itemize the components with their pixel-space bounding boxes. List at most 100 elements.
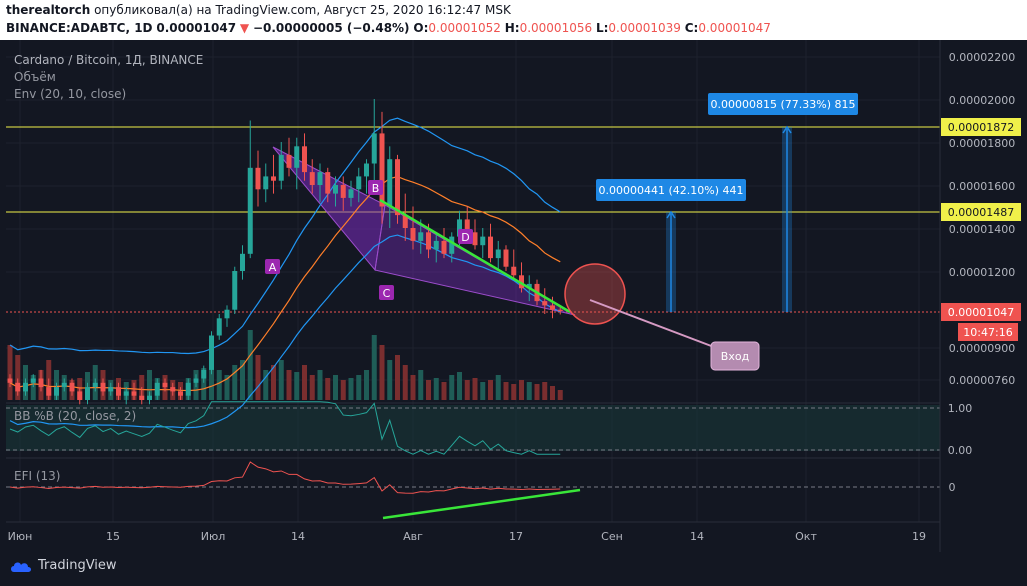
candle-body (302, 146, 307, 173)
efi-legend[interactable]: EFI (13) (14, 469, 61, 483)
envelope-legend[interactable]: Env (20, 10, close) (14, 87, 127, 101)
candle-body (371, 133, 377, 164)
time-axis[interactable]: Июн 15 Июл 14 Авг 17 Сен 14 Окт 19 (8, 530, 926, 543)
candle-body (418, 232, 424, 241)
candle-body (23, 382, 28, 392)
volume-bar (7, 345, 13, 400)
volume-bar (488, 380, 493, 400)
candle-body (216, 318, 222, 336)
pair-legend[interactable]: Cardano / Bitcoin, 1Д, BINANCE (14, 53, 204, 67)
candle-body (426, 232, 431, 250)
efi-divergence-line[interactable] (382, 488, 581, 520)
candle-body (325, 172, 331, 194)
bb-axis: 1.00 0.00 (948, 402, 973, 457)
volume-bar (255, 355, 261, 400)
countdown-tag-text: 10:47:16 (963, 326, 1012, 339)
candle-body (232, 271, 238, 310)
candle-body (108, 387, 114, 392)
candle-body (364, 163, 369, 177)
candle-body (542, 301, 548, 306)
candle-body (15, 382, 21, 392)
candle-body (387, 159, 393, 207)
entry-callout-text: Вход (721, 350, 750, 363)
candle-body (457, 219, 462, 237)
candle-body (294, 146, 300, 168)
point-label-a-text: A (269, 261, 277, 274)
volume-bar (410, 375, 416, 400)
candle-body (92, 382, 98, 388)
low-value: 0.00001039 (608, 21, 681, 35)
price-tick-label: 0.00002000 (949, 94, 1015, 107)
price-tick-label: 0.00002200 (949, 51, 1015, 64)
candle-body (69, 382, 75, 392)
point-label-a[interactable] (265, 259, 280, 274)
candle-body (185, 382, 191, 396)
candle-body (201, 369, 207, 379)
volume-bar (395, 355, 400, 400)
candle-body (255, 167, 261, 190)
price-tick-label: 0.00001400 (949, 223, 1015, 236)
bb-tick-label: 1.00 (948, 402, 973, 415)
candle-body (46, 387, 52, 396)
publish-header: therealtorch опубликовал(а) на TradingVi… (0, 0, 1027, 40)
trendline-descending[interactable] (379, 198, 571, 314)
price-tick-label: 0.00001800 (949, 137, 1015, 150)
candle-body (333, 185, 338, 194)
volume-legend[interactable]: Объём (14, 70, 56, 84)
volume-bar (232, 365, 238, 400)
volume-bar (526, 382, 532, 400)
level-high-tag (941, 118, 1021, 136)
candle-body (480, 236, 486, 246)
candle-body (395, 159, 400, 216)
candle-body (224, 309, 230, 319)
time-tick-label: 19 (912, 530, 926, 543)
candle-body (449, 236, 455, 254)
candle-body (511, 266, 517, 276)
volume-bar (209, 360, 214, 400)
volume-bar (325, 378, 331, 400)
last-price: 0.00001047 (156, 21, 237, 35)
entry-zone-circle[interactable] (564, 263, 626, 325)
volume-bar (441, 382, 447, 400)
volume-bar (294, 372, 300, 400)
volume-bar (472, 378, 478, 400)
envelope-lower (9, 234, 561, 429)
level-high-tag-text: 0.00001872 (948, 121, 1014, 134)
candle-body (410, 228, 416, 241)
candle-body (123, 391, 129, 396)
price-axis[interactable]: 0.00002200 0.00002000 0.00001800 0.00001600… (949, 51, 1015, 387)
point-label-b[interactable] (368, 180, 383, 195)
point-label-c[interactable] (379, 285, 394, 300)
envelope-upper (9, 117, 561, 355)
bb-band-fill (6, 405, 940, 451)
volume-bar (30, 375, 36, 400)
time-tick-label: Сен (601, 530, 623, 543)
measure-label-1[interactable] (596, 179, 746, 201)
volume-bar (480, 382, 486, 400)
time-tick-label: 14 (690, 530, 704, 543)
price-tag-text: 0.00001047 (948, 306, 1014, 319)
bb-legend[interactable]: BB %B (20, close, 2) (14, 409, 137, 423)
arrow-up-icon (666, 210, 676, 219)
price-change: −0.00000005 (−0.48%) (252, 21, 410, 35)
candle-body (54, 387, 59, 396)
measure-label-2[interactable] (708, 93, 858, 115)
candle-body (519, 275, 524, 289)
volume-bar (240, 360, 245, 400)
candle-body (379, 133, 385, 207)
bb-tick-label: 0.00 (948, 444, 973, 457)
candle-body (240, 253, 245, 272)
candle-body (154, 382, 160, 396)
candle-body (271, 176, 276, 181)
candle-body (178, 391, 183, 396)
price-tick-label: 0.00001600 (949, 180, 1015, 193)
candle-body (131, 391, 137, 396)
candle-body (278, 154, 284, 181)
candle-body (550, 305, 555, 310)
close-value: 0.00001047 (698, 21, 771, 35)
point-label-d[interactable] (458, 229, 473, 244)
author-name[interactable]: therealtorch (6, 3, 91, 17)
tradingview-logo[interactable]: TradingView (10, 558, 117, 573)
entry-callout-box[interactable] (710, 341, 760, 371)
